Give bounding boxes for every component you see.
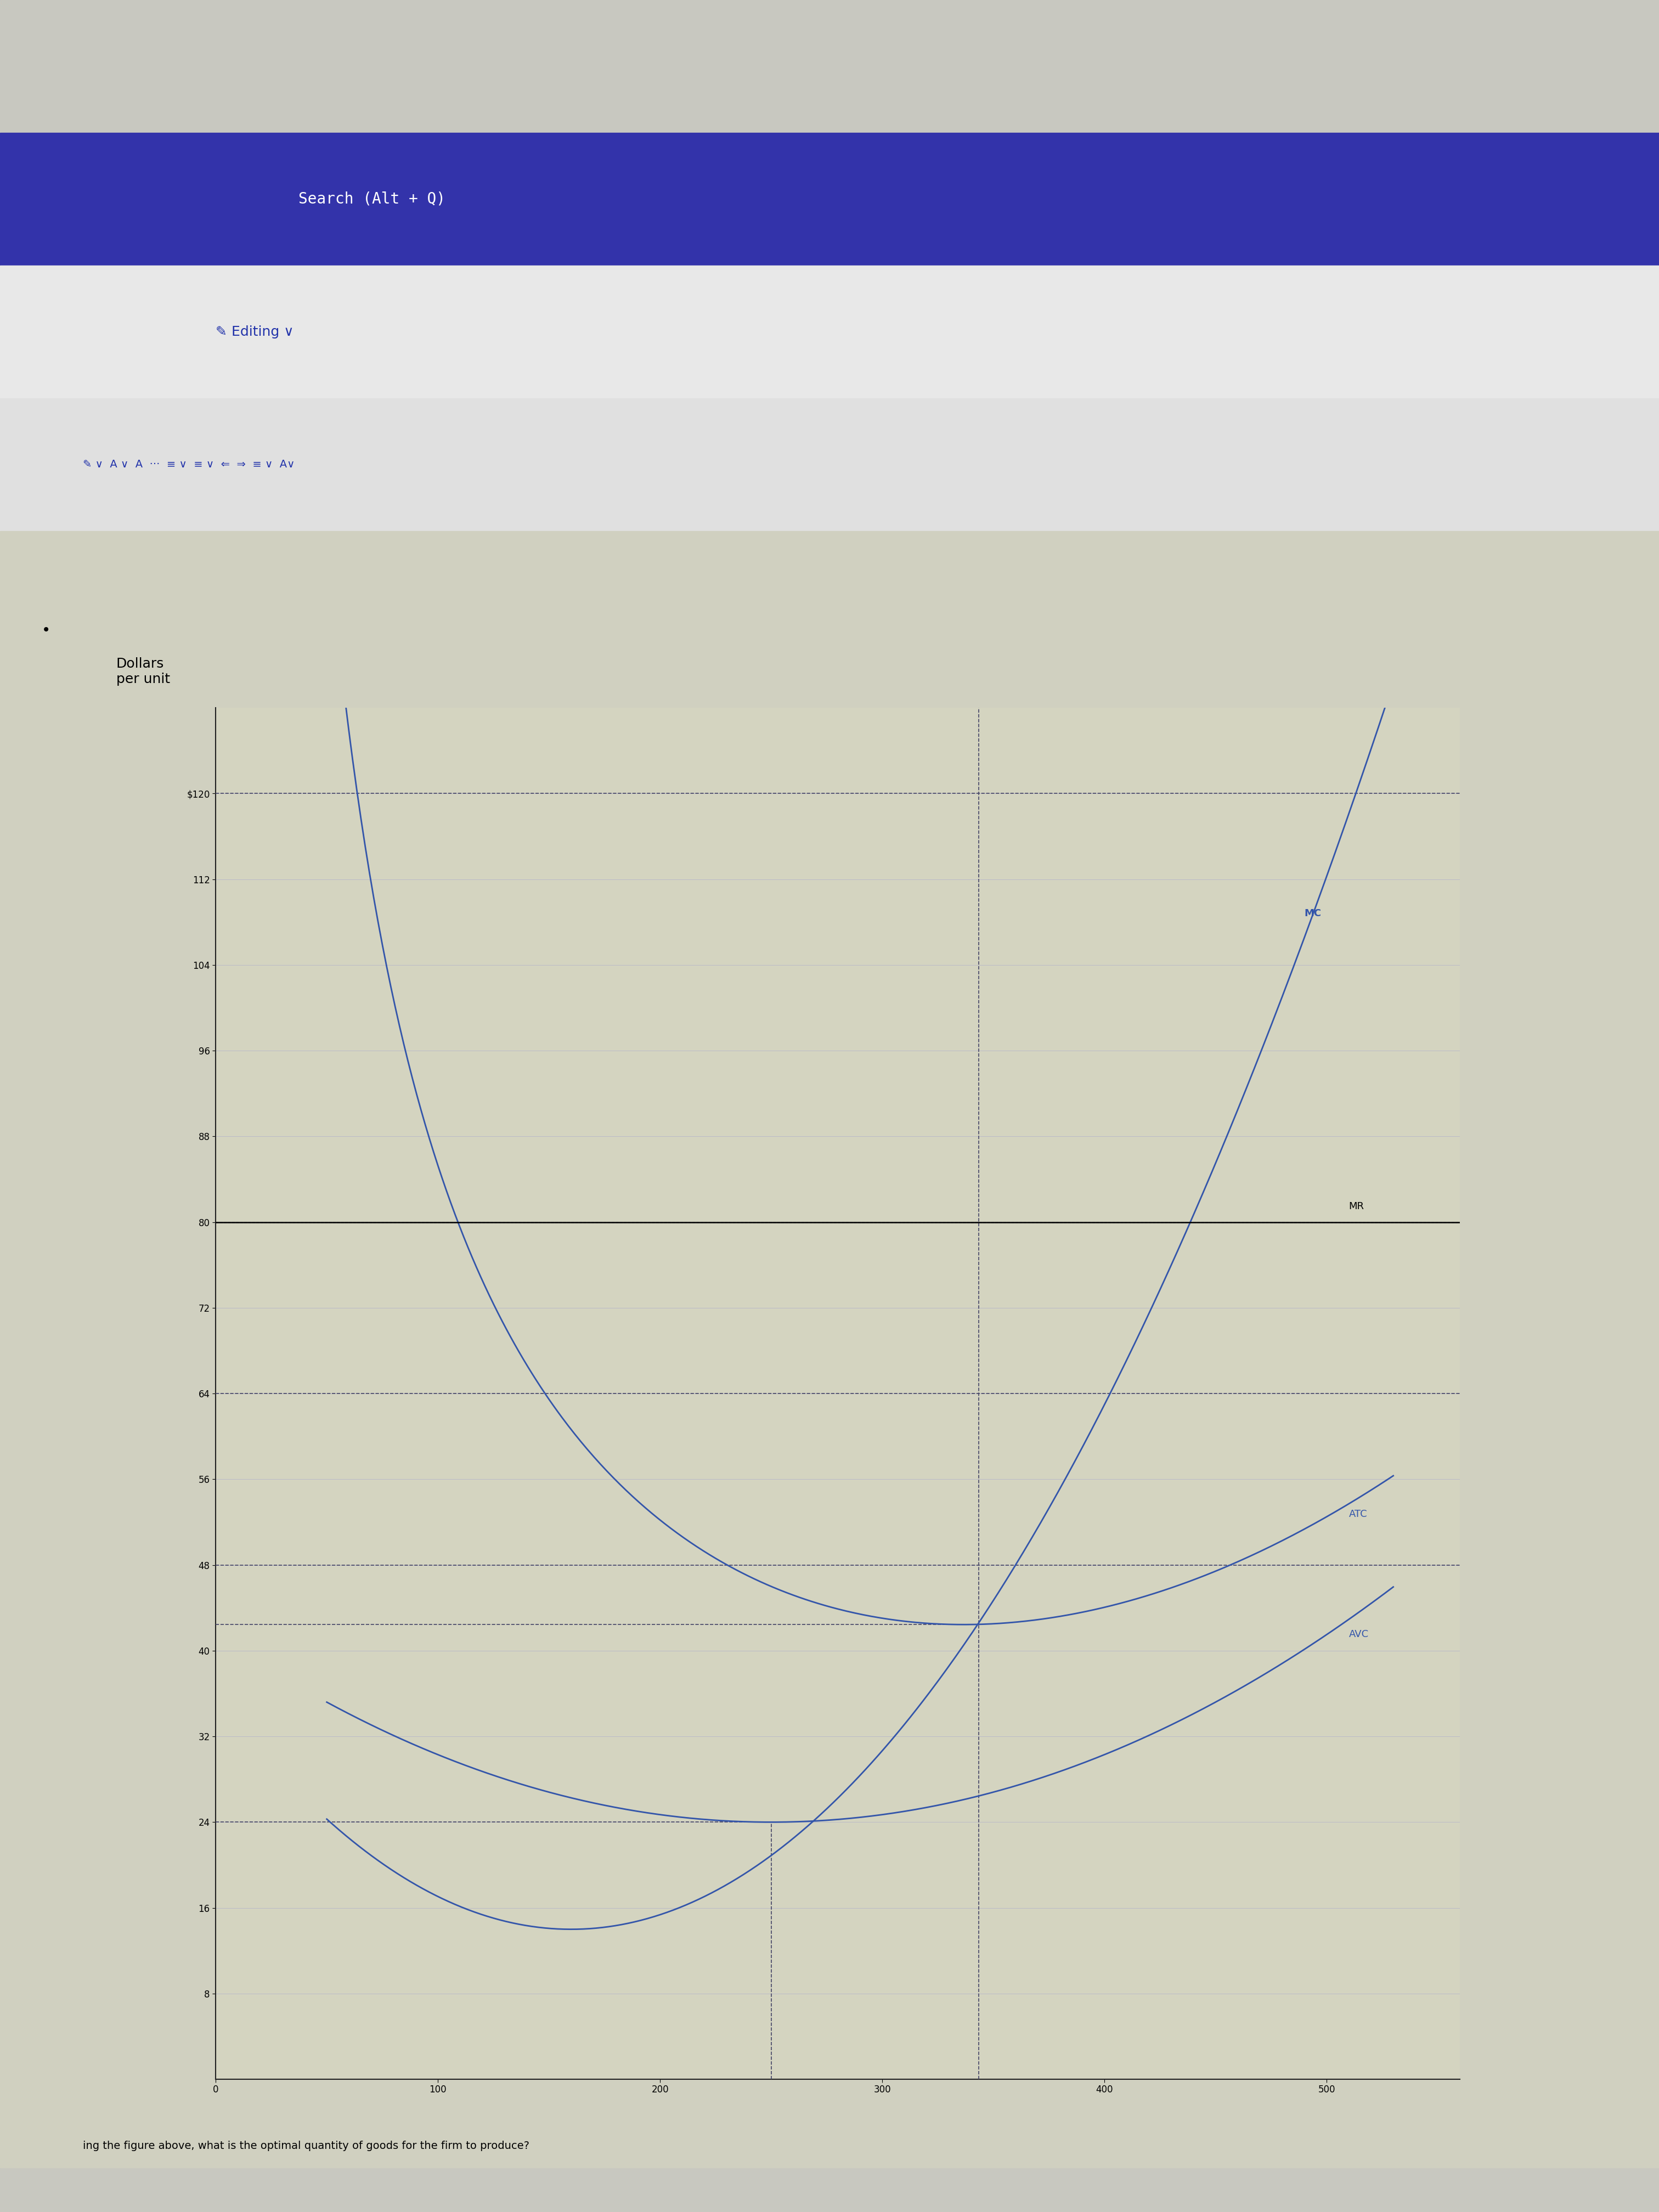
- Text: ✎ ∨  A ∨  A  ···  ≡ ∨  ≡ ∨  ⇐  ⇒  ≡ ∨  A∨: ✎ ∨ A ∨ A ··· ≡ ∨ ≡ ∨ ⇐ ⇒ ≡ ∨ A∨: [83, 460, 295, 469]
- Bar: [0, 133, 1659, 265]
- Text: ing the figure above, what is the optimal quantity of goods for the firm to prod: ing the figure above, what is the optima…: [83, 2141, 529, 2150]
- Text: Dollars
per unit: Dollars per unit: [116, 657, 169, 686]
- Bar: [0, 398, 1659, 531]
- Bar: [0, 531, 1659, 2168]
- Text: ✎ Editing ∨: ✎ Editing ∨: [216, 325, 294, 338]
- Bar: [0, 265, 1659, 398]
- Text: MC: MC: [1304, 909, 1322, 918]
- Text: MR: MR: [1349, 1201, 1364, 1212]
- Text: Search (Alt + Q): Search (Alt + Q): [299, 192, 446, 206]
- Text: ATC: ATC: [1349, 1509, 1367, 1520]
- Text: •: •: [41, 624, 50, 637]
- Text: AVC: AVC: [1349, 1630, 1369, 1639]
